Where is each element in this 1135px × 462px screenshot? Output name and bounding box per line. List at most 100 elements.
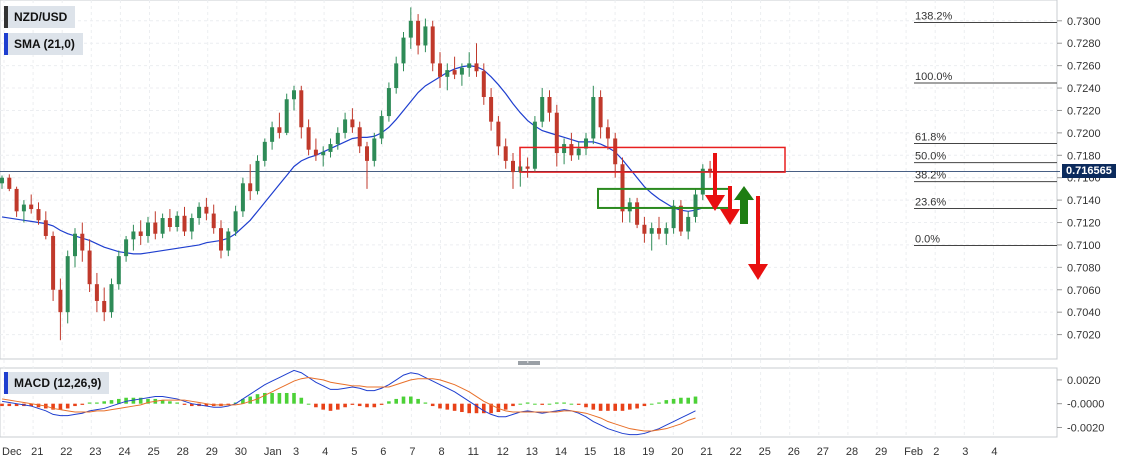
candle-body: [182, 215, 187, 232]
candle-body: [313, 149, 318, 156]
candle-body: [613, 138, 618, 165]
price-frame: [0, 0, 1058, 360]
macd-histogram-bar: [416, 398, 420, 404]
macd-frame: [0, 367, 1058, 438]
macd-histogram-bar: [350, 403, 355, 405]
candle-body: [160, 218, 165, 234]
macd-histogram-bar: [109, 400, 114, 404]
candle-body: [204, 206, 209, 214]
candle-body: [21, 204, 26, 212]
candle-body: [408, 20, 413, 38]
candle-body: [153, 222, 158, 234]
candle-body: [102, 300, 107, 313]
candle-body: [7, 177, 12, 189]
candle-body: [43, 220, 48, 236]
macd-histogram-bar: [503, 403, 508, 410]
macd-histogram-bar: [241, 398, 245, 404]
candle-body: [138, 231, 143, 236]
time-tick-label: 27: [817, 446, 829, 458]
macd-histogram-bar: [131, 397, 136, 404]
annotations: [519, 146, 786, 280]
macd-histogram-bar: [657, 402, 661, 404]
sma-label[interactable]: SMA (21,0): [4, 33, 83, 55]
macd-histogram-bar: [336, 403, 340, 410]
time-tick-label: 28: [846, 446, 858, 458]
candle-body: [532, 121, 537, 169]
macd-label[interactable]: MACD (12,26,9): [4, 372, 110, 394]
candle-body: [80, 233, 85, 251]
candle-body: [0, 177, 4, 184]
time-tick-label: 12: [497, 446, 509, 458]
candle-body: [700, 168, 705, 195]
arrow-down-3-head: [748, 264, 768, 280]
candle-body: [423, 26, 428, 46]
fibonacci-levels: 138.2% 100.0% 61.8% 50.0% 38.2% 23.6% 0.0%: [914, 10, 1057, 246]
macd-histogram-bar: [562, 402, 566, 404]
price-tick-label: 0.7140: [1067, 195, 1101, 207]
macd-histogram-bar: [7, 403, 12, 407]
symbol-label[interactable]: NZD/USD: [4, 6, 76, 28]
macd-histogram-bar: [65, 403, 70, 409]
macd-tick-label: -0.0000: [1067, 399, 1104, 411]
candle-body: [219, 228, 223, 251]
macd-histogram-bar: [51, 403, 55, 410]
macd-histogram-bar: [321, 403, 325, 410]
candle-body: [248, 183, 253, 192]
candle-body: [708, 168, 713, 171]
candle-body: [584, 138, 588, 149]
time-tick-label: 26: [788, 446, 800, 458]
sma-layer: [1, 65, 703, 255]
macd-tick-label: -0.0020: [1067, 422, 1104, 434]
macd-histogram-bar: [540, 403, 544, 405]
candle-body: [401, 37, 406, 64]
macd-histogram-bar: [14, 403, 19, 407]
time-tick-label: 30: [235, 446, 247, 458]
candle-body: [379, 116, 384, 139]
macd-histogram-bar: [555, 402, 559, 404]
macd-histogram-bar: [0, 403, 4, 407]
price-tick-label: 0.7060: [1067, 285, 1101, 297]
candle-body: [328, 144, 333, 152]
time-tick-label: 25: [148, 446, 160, 458]
candle-body: [664, 228, 669, 234]
candle-body: [306, 127, 311, 150]
candle-body: [372, 138, 377, 161]
macd-histogram-bar: [409, 396, 413, 404]
candle-body: [394, 63, 399, 89]
current-price-tag: 0.716565: [1062, 164, 1116, 179]
time-tick-label: 25: [759, 446, 771, 458]
candle-body: [591, 97, 596, 139]
time-tick-label: 8: [439, 446, 445, 458]
candle-body: [540, 97, 545, 122]
candle-body: [511, 160, 515, 173]
macd-histogram-bar: [73, 403, 77, 407]
time-tick-label: 2: [933, 446, 939, 458]
time-tick-label: 13: [526, 446, 538, 458]
fib-label: 0.0%: [915, 233, 940, 245]
candle-body: [87, 250, 92, 285]
time-tick-label: 3: [962, 446, 968, 458]
macd-histogram-bar: [58, 403, 63, 410]
candle-body: [262, 141, 267, 161]
macd-histogram-bar: [226, 403, 231, 405]
macd-histogram-bar: [160, 400, 165, 404]
candle-body: [240, 183, 245, 212]
macd-histogram-bar: [460, 403, 464, 413]
time-tick-label: 24: [118, 446, 130, 458]
macd-histogram-bar: [598, 403, 603, 411]
candle-body: [693, 194, 698, 217]
macd-histogram-bar: [124, 397, 128, 404]
candle-body: [365, 146, 369, 161]
arrow-down-3-shaft: [756, 196, 760, 266]
candle-body: [430, 26, 435, 64]
macd-histogram-bar: [511, 403, 515, 407]
fib-label: 23.6%: [915, 197, 946, 209]
macd-histogram-bar: [584, 403, 588, 408]
candle-body: [416, 20, 421, 46]
candle-body: [569, 144, 574, 156]
macd-histogram-bar: [357, 403, 362, 407]
arrow-down-1-shaft: [713, 153, 717, 197]
price-tick-label: 0.7180: [1067, 150, 1101, 162]
macd-histogram-bar: [635, 403, 639, 409]
macd-histogram-bar: [365, 403, 369, 408]
